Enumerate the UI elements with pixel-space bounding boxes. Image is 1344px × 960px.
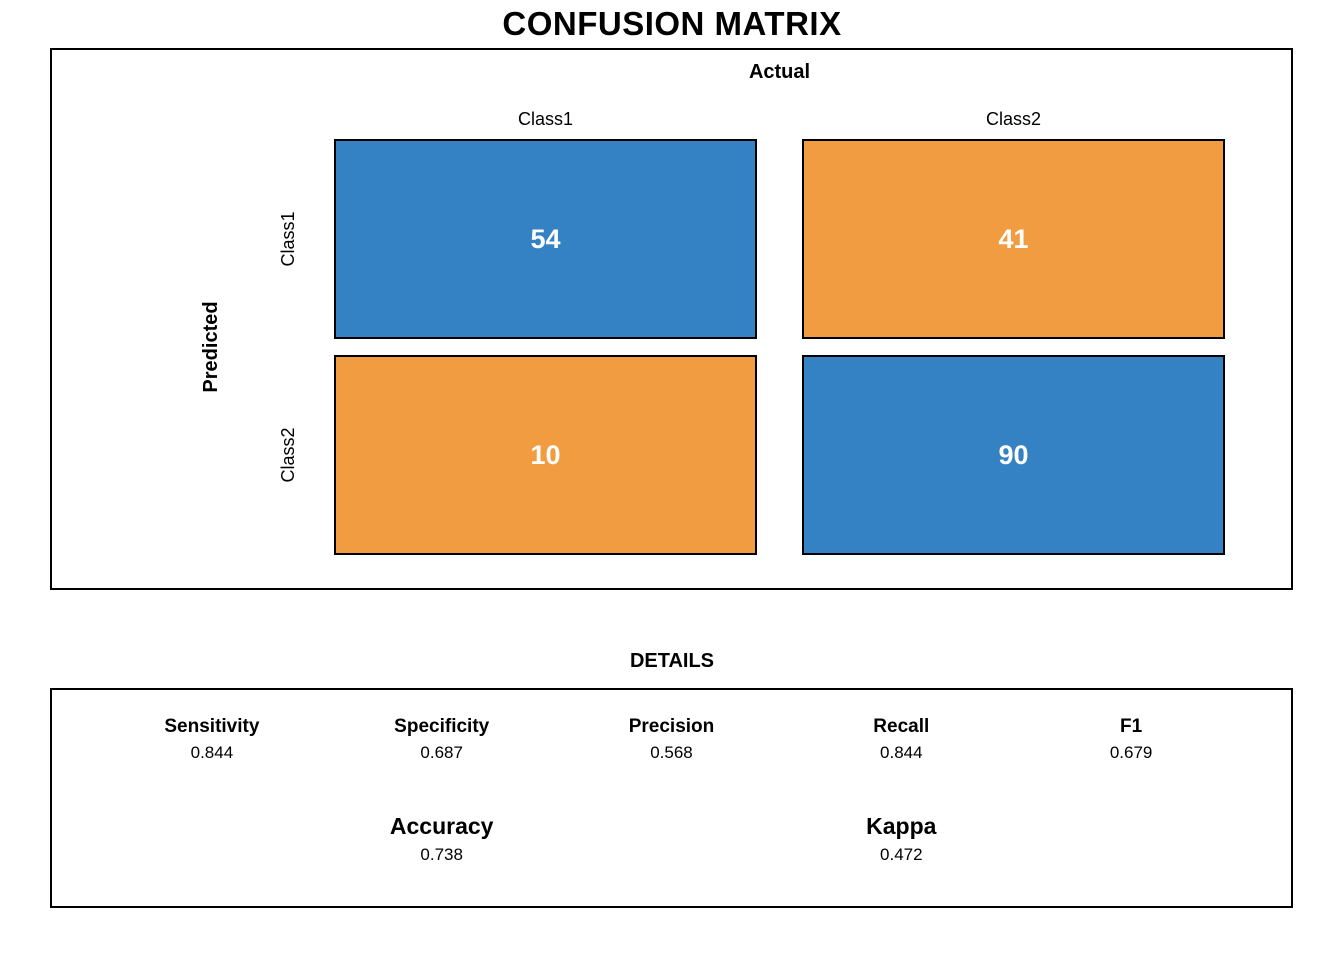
metrics-row-1: Sensitivity 0.844 Specificity 0.687 Prec… (97, 716, 1246, 763)
matrix-cell-pred2-actual2: 90 (802, 355, 1225, 555)
matrix-cell-pred1-actual2: 41 (802, 139, 1225, 339)
metric-value: 0.472 (880, 845, 923, 864)
metric-value: 0.738 (420, 845, 463, 864)
column-header-class2: Class2 (985, 109, 1042, 129)
metric-recall: Recall 0.844 (786, 716, 1016, 763)
metric-value: 0.844 (190, 743, 234, 762)
metric-value: 0.568 (650, 743, 693, 762)
metric-value: 0.679 (1109, 743, 1153, 762)
y-axis-label: Predicted (200, 301, 222, 393)
metric-label: Recall (873, 716, 930, 737)
metric-sensitivity: Sensitivity 0.844 (97, 716, 327, 763)
metric-label: F1 (1119, 716, 1143, 737)
details-panel: Sensitivity 0.844 Specificity 0.687 Prec… (50, 688, 1293, 908)
row-header-class2: Class2 (278, 427, 298, 483)
metric-precision: Precision 0.568 (557, 716, 787, 763)
matrix-cell-pred1-actual1: 54 (334, 139, 757, 339)
spacer (97, 813, 327, 865)
spacer (557, 813, 787, 865)
metric-value: 0.844 (880, 743, 923, 762)
metric-kappa: Kappa 0.472 (786, 813, 1016, 865)
metric-value: 0.687 (420, 743, 463, 762)
row-header-class1: Class1 (278, 211, 298, 267)
matrix-cell-pred2-actual1: 10 (334, 355, 757, 555)
metric-label: Kappa (866, 813, 937, 839)
metric-label: Precision (628, 716, 715, 737)
details-title: DETAILS (629, 650, 715, 672)
x-axis-label: Actual (748, 61, 811, 83)
metric-specificity: Specificity 0.687 (327, 716, 557, 763)
metric-label: Accuracy (389, 813, 494, 839)
metric-accuracy: Accuracy 0.738 (327, 813, 557, 865)
page-title: CONFUSION MATRIX (502, 5, 842, 42)
metric-label: Specificity (394, 716, 490, 737)
confusion-matrix-panel: Actual Class1 Class2 Predicted Class1 Cl… (50, 48, 1293, 590)
metrics-row-2: Accuracy 0.738 Kappa 0.472 (97, 813, 1246, 865)
column-header-class1: Class1 (517, 109, 574, 129)
spacer (1016, 813, 1246, 865)
metric-f1: F1 0.679 (1016, 716, 1246, 763)
metric-label: Sensitivity (164, 716, 260, 737)
